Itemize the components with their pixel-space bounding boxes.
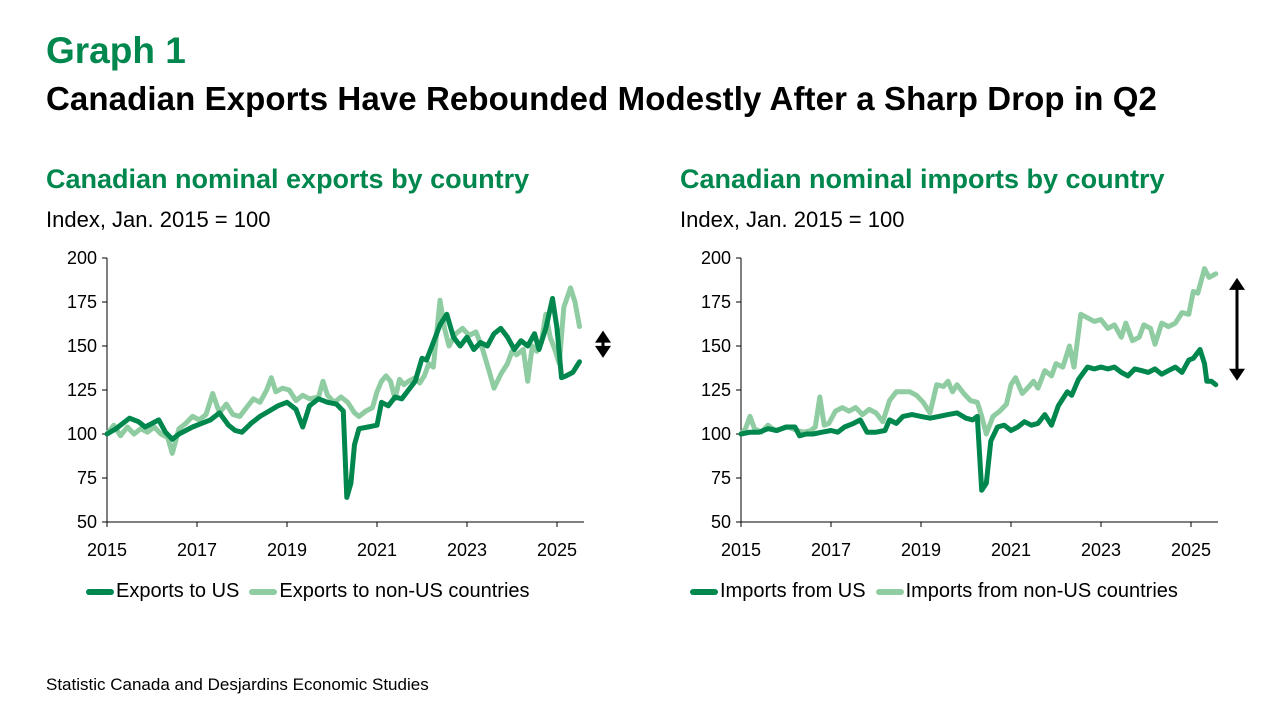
legend-swatch-light [249,588,278,595]
exports-legend: Exports to US Exports to non-US countrie… [86,580,540,603]
imports-line-chart: 50 75 100 125 150 175 200 2015 2017 2019 2021 2023 2… [701,248,1245,560]
x-tick-label: 2017 [811,540,851,560]
legend-label: Imports from non-US countries [905,580,1178,602]
series-line-light [104,285,582,456]
y-tick-label: 50 [711,512,731,532]
x-tick-label: 2021 [357,540,397,560]
y-tick-label: 175 [701,292,731,312]
legend-label: Exports to US [116,580,240,602]
gap-arrow-head-up [595,330,611,343]
x-tick-label: 2015 [87,540,127,560]
exports-line-chart: 50 75 100 125 150 175 200 2015 2017 2019 2021 2023 2… [67,248,611,560]
y-tick-label: 200 [701,248,731,268]
exports-panel: Canadian nominal exports by country Inde… [46,160,666,620]
x-tick-label: 2023 [1081,540,1121,560]
exports-chart-title: Canadian nominal exports by country [46,164,530,194]
legend-label: Imports from US [720,580,866,602]
legend-swatch-dark [690,588,718,595]
legend-swatch-light [875,588,904,595]
y-tick-label: 175 [67,292,97,312]
legend-label: Exports to non-US countries [279,580,530,602]
x-tick-label: 2023 [447,540,487,560]
gap-arrow-head-down [1229,368,1245,381]
legend-item-exports-us: Exports to US [86,580,239,603]
y-tick-label: 50 [77,512,97,532]
x-tick-label: 2019 [267,540,307,560]
series-line-dark [738,347,1219,493]
y-tick-label: 150 [701,336,731,356]
x-tick-label: 2021 [991,540,1031,560]
y-tick-label: 150 [67,336,97,356]
graph-label: Graph 1 [46,30,186,71]
gap-arrow-head-down [595,345,611,358]
y-tick-label: 200 [67,248,97,268]
exports-chart-ylabel: Index, Jan. 2015 = 100 [46,207,271,232]
x-tick-label: 2025 [537,540,577,560]
y-tick-label: 100 [67,424,97,444]
y-tick-label: 125 [67,380,97,400]
x-tick-label: 2019 [901,540,941,560]
main-title: Canadian Exports Have Rebounded Modestly… [46,80,1157,117]
gap-arrow-head-up [1229,277,1245,290]
legend-item-imports-non-us: Imports from non-US countries [875,580,1178,603]
legend-item-exports-non-us: Exports to non-US countries [249,580,530,603]
imports-legend: Imports from US Imports from non-US coun… [690,580,1188,603]
y-tick-label: 75 [711,468,731,488]
imports-panel: Canadian nominal imports by country Inde… [680,160,1280,620]
y-tick-label: 125 [701,380,731,400]
y-tick-label: 100 [701,424,731,444]
x-tick-label: 2017 [177,540,217,560]
series-line-dark [104,296,582,500]
x-tick-label: 2025 [1171,540,1211,560]
source-note: Statistic Canada and Desjardins Economic… [46,675,429,694]
legend-item-imports-us: Imports from US [690,580,866,603]
series-line-light [738,266,1219,437]
legend-swatch-dark [86,588,114,595]
imports-chart-ylabel: Index, Jan. 2015 = 100 [680,207,905,232]
y-tick-label: 75 [77,468,97,488]
x-tick-label: 2015 [721,540,761,560]
imports-chart-title: Canadian nominal imports by country [680,164,1165,194]
